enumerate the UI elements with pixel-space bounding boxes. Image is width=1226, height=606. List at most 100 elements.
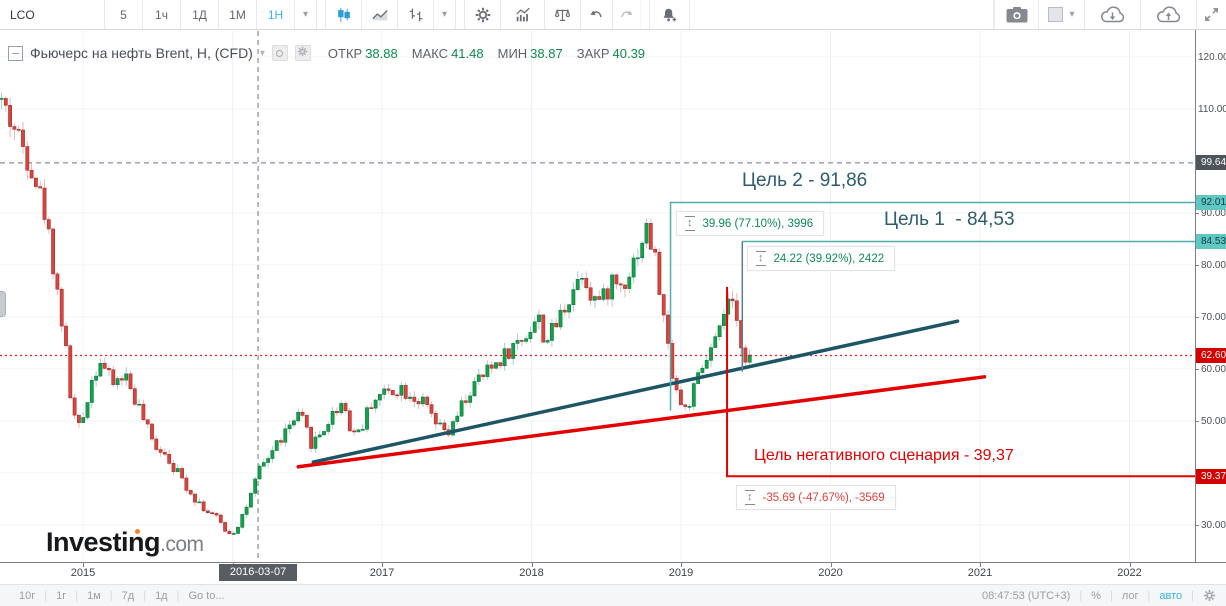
redo-button[interactable] bbox=[613, 0, 641, 29]
candlestick-chart-button[interactable] bbox=[326, 0, 362, 29]
ohlc-readout: ОТКР 38.88 МАКС 41.48 МИН 38.87 ЗАКР 40.39 bbox=[328, 46, 645, 61]
interval-1h-active[interactable]: 1H bbox=[257, 0, 295, 29]
snapshot-button[interactable] bbox=[994, 0, 1038, 29]
annotation-negative-scenario[interactable]: Цель негативного сценария - 39,37 bbox=[754, 447, 1014, 464]
logo-suffix: .com bbox=[160, 533, 204, 556]
interval-1d[interactable]: 1Д bbox=[181, 0, 219, 29]
divider: | bbox=[1147, 589, 1151, 602]
annotation-target1[interactable]: Цель 1 - 84,53 bbox=[884, 209, 1015, 230]
layout-button[interactable]: ▾ bbox=[1038, 0, 1084, 29]
add-alert-button[interactable] bbox=[650, 0, 690, 29]
range-7d[interactable]: 7д bbox=[121, 589, 135, 602]
logo-dot bbox=[135, 529, 140, 534]
measure-icon: ↕ bbox=[745, 490, 755, 505]
divider: | bbox=[1109, 589, 1113, 602]
line-chart-button[interactable] bbox=[362, 0, 398, 29]
range-1y[interactable]: 1г bbox=[56, 589, 67, 602]
chart-type-dropdown-caret[interactable]: ▾ bbox=[434, 0, 456, 29]
chart-title: Фьючерс на нефть Brent, H, (CFD) bbox=[30, 45, 253, 61]
bottom-settings-button[interactable] bbox=[1194, 589, 1216, 603]
divider: | bbox=[75, 589, 79, 602]
open-label: ОТКР bbox=[327, 45, 363, 61]
time-axis-year-label: 2022 bbox=[1117, 567, 1142, 579]
close-label: ЗАКР bbox=[576, 45, 610, 61]
load-chart-button[interactable] bbox=[1084, 0, 1140, 29]
left-scroll-handle[interactable] bbox=[0, 291, 6, 317]
scales-icon bbox=[553, 6, 572, 24]
interval-dropdown-caret[interactable]: ▾ bbox=[295, 0, 317, 29]
time-axis-year-label: 2021 bbox=[967, 567, 993, 579]
series-settings-button[interactable] bbox=[294, 44, 311, 62]
measurement-label-up1[interactable]: ↕ 39.96 (77.10%), 3996 bbox=[676, 211, 825, 236]
compare-button[interactable] bbox=[545, 0, 581, 29]
layout-dropdown-caret: ▾ bbox=[1069, 9, 1075, 20]
measurement-text: 24.22 (39.92%), 2422 bbox=[773, 252, 885, 265]
candlestick-series bbox=[0, 92, 752, 535]
log-scale-toggle[interactable]: лог bbox=[1121, 589, 1139, 602]
open-value: 38.88 bbox=[365, 45, 398, 61]
ascending-trendline-red[interactable] bbox=[296, 375, 987, 469]
ascending-trendline-teal[interactable] bbox=[311, 319, 960, 464]
goto-date-button[interactable]: Go to... bbox=[188, 589, 225, 602]
divider: | bbox=[1191, 589, 1194, 602]
time-tick bbox=[681, 563, 682, 567]
toolbar-right-group: ▾ bbox=[993, 0, 1226, 29]
negative-target-path[interactable] bbox=[726, 286, 1195, 478]
gear-icon bbox=[474, 6, 492, 24]
divider: | bbox=[44, 589, 48, 602]
toggle-visibility-button[interactable] bbox=[271, 45, 288, 61]
cloud-upload-icon bbox=[1155, 5, 1182, 24]
symbol-input[interactable]: LCO bbox=[0, 0, 105, 29]
low-label: МИН bbox=[497, 45, 528, 61]
collapse-legend-icon[interactable] bbox=[8, 45, 23, 61]
price-axis[interactable]: 120.00 110.00 90.00 80.00 70.00 60.00 50.00 30.… bbox=[1195, 30, 1226, 562]
price-badge-negative-target: 39.37 bbox=[1196, 468, 1226, 484]
time-tick bbox=[1129, 563, 1131, 567]
time-tick bbox=[830, 563, 832, 567]
percent-scale-toggle[interactable]: % bbox=[1091, 589, 1101, 602]
undo-icon bbox=[588, 7, 605, 23]
measurement-label-up2[interactable]: ↕ 24.22 (39.92%), 2422 bbox=[747, 246, 896, 271]
range-1m[interactable]: 1м bbox=[87, 589, 101, 602]
price-badge-crosshair: 99.64 bbox=[1196, 155, 1226, 171]
legend-dropdown-caret[interactable]: ▾ bbox=[259, 47, 265, 59]
annotation-target2[interactable]: Цель 2 - 91,86 bbox=[742, 170, 868, 191]
divider: | bbox=[143, 589, 147, 602]
layout-square-icon bbox=[1048, 7, 1064, 22]
high-value: 41.48 bbox=[451, 45, 484, 61]
mini-gear-icon bbox=[297, 44, 308, 62]
target2-path[interactable] bbox=[669, 201, 1195, 411]
time-tick bbox=[83, 563, 84, 567]
time-tick bbox=[382, 563, 383, 567]
measure-icon: ↕ bbox=[756, 251, 766, 266]
range-10y[interactable]: 10г bbox=[19, 589, 36, 602]
time-axis[interactable]: 201520162017201820192020202120222016-03-… bbox=[0, 562, 1226, 584]
toolbar-separator bbox=[317, 0, 326, 29]
save-chart-button[interactable] bbox=[1140, 0, 1196, 29]
divider: | bbox=[1079, 589, 1083, 602]
cloud-download-icon bbox=[1099, 5, 1126, 24]
price-tick-label: 60.00 bbox=[1196, 363, 1226, 375]
interval-5[interactable]: 5 bbox=[105, 0, 143, 29]
auto-scale-toggle[interactable]: авто bbox=[1159, 589, 1183, 602]
undo-button[interactable] bbox=[581, 0, 613, 29]
price-tick-label: 80.00 bbox=[1196, 259, 1226, 271]
interval-1m[interactable]: 1М bbox=[219, 0, 257, 29]
indicators-button[interactable] bbox=[501, 0, 545, 29]
price-tick-label: 30.00 bbox=[1196, 519, 1226, 531]
crosshair-date-badge: 2016-03-07 bbox=[219, 564, 298, 581]
fullscreen-button[interactable] bbox=[1196, 0, 1226, 29]
chart-legend-row: Фьючерс на нефть Brent, H, (CFD) ▾ ОТКР 3… bbox=[8, 45, 645, 61]
price-chart-canvas[interactable] bbox=[0, 30, 1195, 562]
settings-button[interactable] bbox=[465, 0, 501, 29]
measurement-label-down[interactable]: ↕ -35.69 (-47.67%), -3569 bbox=[736, 485, 896, 510]
visibility-icon bbox=[276, 49, 284, 57]
toolbar-separator bbox=[456, 0, 465, 29]
price-tick-label: 70.00 bbox=[1196, 311, 1226, 323]
bottom-toolbar: 10г | 1г | 1м | 7д | 1д | Go to... 08:47:53 (… bbox=[0, 584, 1226, 606]
toolbar-separator bbox=[641, 0, 650, 29]
range-1d[interactable]: 1д bbox=[155, 589, 168, 602]
ohlc-bars-icon bbox=[407, 6, 425, 24]
ohlc-bars-button[interactable] bbox=[398, 0, 434, 29]
interval-1h-ru[interactable]: 1ч bbox=[143, 0, 181, 29]
